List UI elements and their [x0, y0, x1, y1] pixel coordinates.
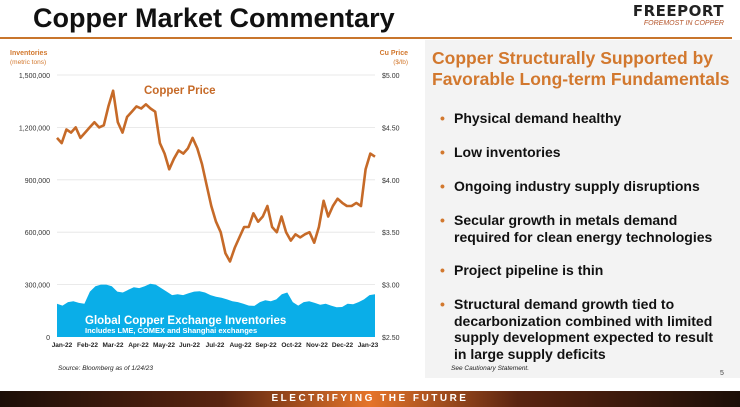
bullet-line: Project pipeline is thin: [454, 262, 604, 278]
heading-line: Favorable Long-term Fundamentals: [432, 69, 730, 89]
right-heading: Copper Structurally Supported by Favorab…: [432, 48, 730, 90]
x-tick-label: Dec-22: [332, 342, 354, 349]
bullet-line: Ongoing industry supply disruptions: [454, 178, 700, 194]
bullet-line: required for clean energy technologies: [454, 228, 713, 245]
bullet-dot: •: [440, 296, 445, 312]
right-tick-label: $4.50: [382, 125, 400, 132]
heading-line: Copper Structurally Supported by: [432, 48, 713, 68]
x-tick-label: Mar-22: [103, 342, 124, 349]
bullet-text: Physical demand healthy: [454, 110, 729, 127]
left-tick-label: 1,500,000: [19, 73, 50, 80]
x-tick-label: Jan-22: [52, 342, 73, 349]
page-number: 5: [720, 370, 724, 377]
x-tick-label: Sep-22: [255, 342, 277, 349]
copper-chart: 0 $2.50 300,000 $3.00 600,000 $3.50 900,000 $4.…: [10, 50, 409, 349]
right-tick-label: $3.00: [382, 283, 400, 290]
bullet-text: Secular growth in metals demand required …: [454, 212, 729, 245]
inventory-area: [57, 283, 375, 337]
x-tick-label: Oct-22: [281, 342, 302, 349]
bullet-text: Structural demand growth tied to decarbon…: [454, 296, 729, 362]
right-tick-label: $5.00: [382, 73, 400, 80]
bullet-line: Secular growth in metals demand: [454, 212, 678, 228]
x-tick-label: Jan-23: [358, 342, 379, 349]
left-axis-label: Inventories: [10, 50, 47, 57]
title-divider: [0, 37, 732, 39]
logo-tagline: FOREMOST IN COPPER: [643, 20, 724, 27]
freeport-logo: FREEPORT FOREMOST IN COPPER: [633, 2, 724, 27]
x-tick-label: Feb-22: [77, 342, 98, 349]
right-axis-label: Cu Price: [380, 50, 409, 57]
bullet-line: Structural demand growth tied to: [454, 296, 675, 312]
bullet-dot: •: [440, 110, 445, 126]
x-tick-label: Aug-22: [229, 342, 251, 349]
footer-banner: ELECTRIFYING THE FUTURE: [0, 391, 740, 407]
cautionary-footnote: See Cautionary Statement.: [451, 365, 530, 372]
bullet-line: decarbonization combined with limited: [454, 312, 713, 329]
price-line: [56, 89, 376, 263]
right-tick-label: $4.00: [382, 178, 400, 185]
inventory-series-subtitle: Includes LME, COMEX and Shanghai exchang…: [85, 326, 257, 335]
right-panel: [425, 40, 740, 378]
left-tick-label: 0: [46, 335, 50, 342]
source-note: Source: Bloomberg as of 1/24/23: [58, 365, 154, 372]
price-series-label: Copper Price: [144, 85, 216, 97]
logo-name: FREEPORT: [632, 2, 724, 20]
left-tick-label: 600,000: [25, 230, 50, 237]
bullet-line: supply development expected to result: [454, 329, 714, 345]
left-tick-label: 1,200,000: [19, 125, 50, 132]
bullet-dot: •: [440, 212, 445, 228]
right-tick-label: $3.50: [382, 230, 400, 237]
x-tick-label: Apr-22: [128, 342, 149, 349]
bullet-dot: •: [440, 144, 445, 160]
left-axis-label: (metric tons): [10, 59, 46, 66]
bullet-text: Ongoing industry supply disruptions: [454, 178, 729, 195]
inventory-series-label: Global Copper Exchange Inventories: [85, 315, 286, 327]
x-tick-label: Jul-22: [206, 342, 225, 349]
bullet-line: Physical demand healthy: [454, 110, 622, 126]
bullet-line: in large supply deficits: [454, 345, 606, 362]
bullet-text: Low inventories: [454, 144, 729, 161]
x-tick-label: May-22: [153, 342, 175, 349]
right-axis-label: ($/lb): [393, 59, 408, 66]
bullet-dot: •: [440, 178, 445, 194]
left-tick-label: 900,000: [25, 178, 50, 185]
page-title: Copper Market Commentary: [33, 3, 395, 33]
x-tick-label: Jun-22: [179, 342, 200, 349]
bullet-text: Project pipeline is thin: [454, 262, 729, 279]
x-tick-label: Nov-22: [306, 342, 328, 349]
bullet-line: Low inventories: [454, 144, 561, 160]
left-tick-label: 300,000: [25, 283, 50, 290]
right-tick-label: $2.50: [382, 335, 400, 342]
bullet-dot: •: [440, 262, 445, 278]
